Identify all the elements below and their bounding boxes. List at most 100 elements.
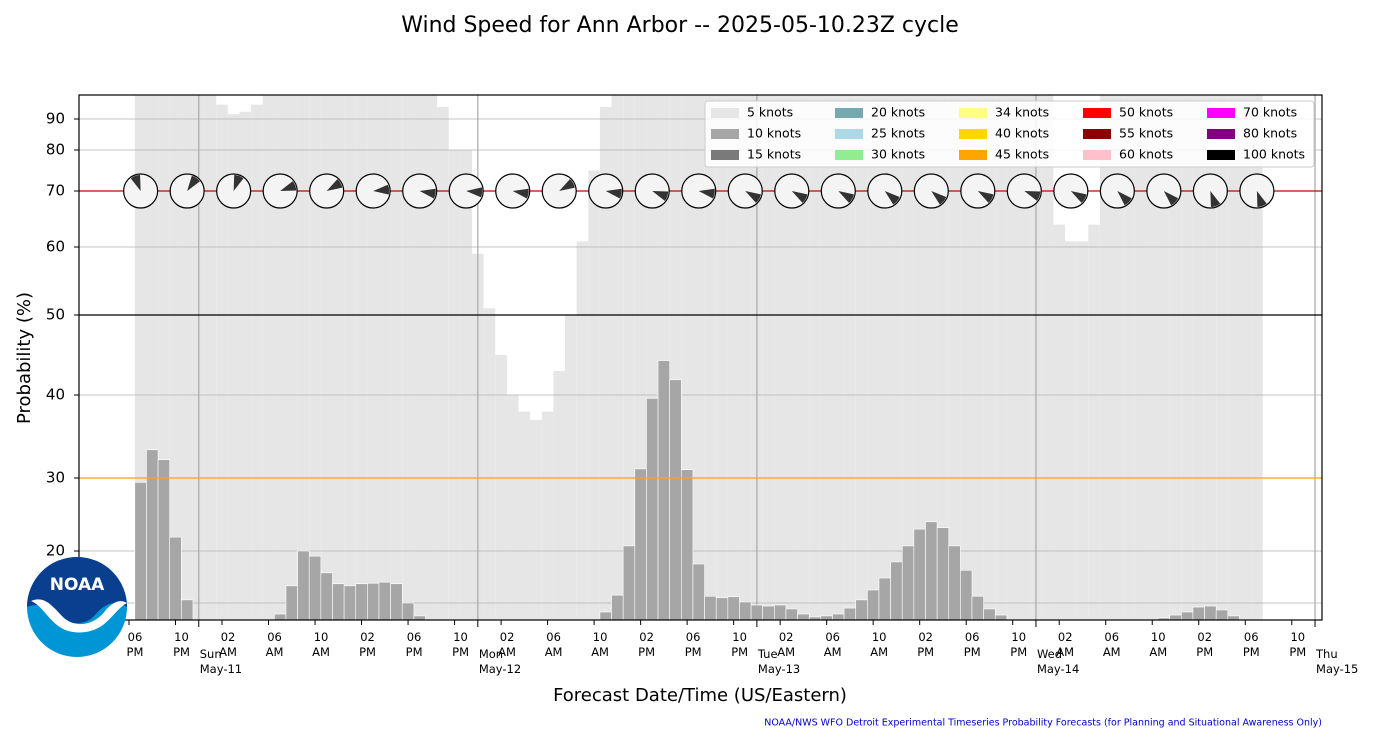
bar: [437, 107, 449, 620]
bar: [669, 95, 682, 620]
wind-wedge: [605, 188, 622, 199]
bar: [622, 545, 636, 621]
bar: [134, 95, 147, 620]
bar: [181, 95, 193, 620]
x-tick-label: 02 AM: [498, 630, 516, 659]
wind-wedge: [512, 188, 529, 199]
wind-wedge: [419, 188, 436, 199]
legend-label: 20 knots: [871, 105, 925, 120]
wind-wedge: [280, 181, 297, 191]
bar: [727, 95, 740, 620]
bar: [983, 608, 996, 621]
x-tick-label: 02 AM: [777, 630, 796, 659]
legend-swatch: [711, 108, 739, 118]
wind-wedge: [559, 179, 575, 191]
y-tick-label: 90: [46, 110, 65, 128]
wind-wedge: [931, 191, 947, 205]
bar: [669, 379, 682, 621]
bar: [1006, 95, 1019, 620]
bar: [599, 611, 612, 621]
legend-swatch: [959, 129, 987, 139]
x-axis-label: Forecast Date/Time (US/Eastern): [553, 685, 847, 706]
bar: [855, 95, 868, 620]
legend-swatch: [835, 150, 863, 160]
bar: [1123, 95, 1135, 620]
bar: [1041, 95, 1054, 620]
bar: [994, 614, 1008, 621]
bar: [925, 521, 938, 621]
legend-swatch: [835, 108, 863, 118]
bar: [297, 550, 310, 621]
x-tick-label: 10 AM: [1149, 630, 1168, 659]
x-tick-label: 10 PM: [731, 630, 749, 659]
y-tick-label: 80: [46, 141, 65, 159]
bar: [809, 95, 821, 620]
bar: [157, 459, 170, 621]
wind-wedge: [187, 175, 200, 191]
x-tick-label: 02 PM: [359, 630, 376, 659]
y-tick-label: 50: [46, 306, 65, 324]
bar: [402, 95, 414, 620]
bar: [681, 469, 694, 621]
bar: [1227, 615, 1240, 621]
y-tick-label: 30: [46, 469, 65, 487]
bar: [1169, 95, 1182, 620]
bar: [158, 95, 170, 620]
bar: [715, 597, 729, 621]
bar: [576, 241, 589, 620]
legend-swatch: [1207, 129, 1235, 139]
bar: [623, 95, 635, 620]
wind-wedge: [1024, 191, 1041, 201]
bar: [1134, 95, 1147, 620]
logo-swoosh: [31, 599, 127, 633]
bar: [483, 308, 496, 620]
legend-label: 25 knots: [871, 126, 925, 141]
bar: [657, 360, 670, 621]
bar: [204, 95, 217, 620]
x-tick-label: 06 PM: [1242, 630, 1260, 659]
wind-wedge: [1070, 191, 1087, 203]
x-tick-label: 10 PM: [173, 630, 190, 659]
wind-wedge: [884, 191, 900, 205]
bar: [413, 615, 426, 621]
bar: [937, 95, 949, 620]
legend-label: 60 knots: [1119, 147, 1173, 162]
x-tick-label: 02 PM: [638, 630, 656, 659]
bar: [948, 545, 961, 621]
legend-swatch: [959, 150, 987, 160]
x-tick-label: 02 AM: [219, 630, 237, 659]
legend-label: 15 knots: [747, 147, 801, 162]
bar: [285, 585, 298, 621]
bar: [843, 607, 857, 621]
bar: [634, 95, 647, 620]
bar: [390, 95, 403, 620]
bar: [378, 581, 391, 621]
bar: [1111, 95, 1124, 620]
bar: [611, 95, 624, 620]
bar: [413, 95, 426, 620]
bar: [1099, 95, 1112, 620]
bar: [401, 602, 415, 621]
bar: [378, 95, 391, 620]
bar: [855, 599, 868, 621]
bar: [169, 95, 182, 620]
day-tick-label: Tue May-13: [757, 647, 801, 676]
bar: [890, 561, 903, 621]
bar: [216, 104, 228, 621]
bar: [658, 95, 670, 620]
x-tick-label: 10 AM: [591, 630, 609, 659]
bar: [972, 95, 984, 620]
bar: [285, 95, 298, 620]
bar: [692, 563, 705, 621]
bar: [506, 395, 519, 620]
bar: [867, 95, 879, 620]
bar: [308, 555, 322, 621]
bar: [832, 95, 845, 620]
bar: [1215, 609, 1229, 621]
bar: [390, 583, 403, 621]
bar: [1181, 611, 1194, 621]
x-tick-label: 06 PM: [126, 630, 144, 659]
bar: [1204, 605, 1217, 621]
bar: [1088, 224, 1100, 620]
